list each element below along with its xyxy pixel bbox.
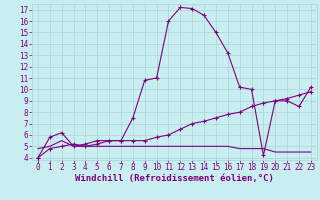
X-axis label: Windchill (Refroidissement éolien,°C): Windchill (Refroidissement éolien,°C) [75,174,274,183]
